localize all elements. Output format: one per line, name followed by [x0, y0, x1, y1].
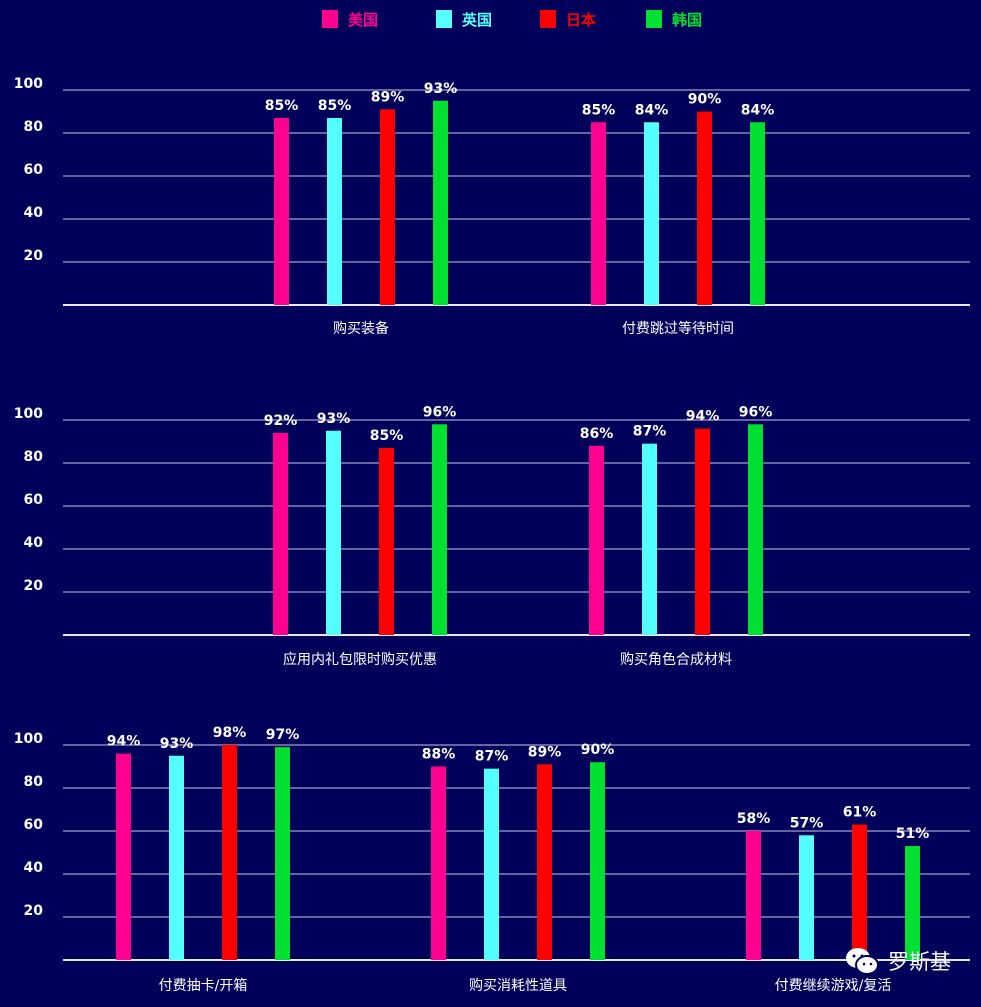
y-tick-label: 60	[24, 492, 44, 508]
data-label: 89%	[528, 744, 562, 760]
bar	[697, 111, 712, 305]
data-label: 87%	[475, 749, 509, 765]
legend-label-us: 美国	[348, 10, 379, 29]
bar	[589, 445, 604, 635]
category-label: 应用内礼包限时购买优惠	[283, 651, 437, 668]
data-label: 85%	[318, 98, 352, 114]
data-label: 85%	[370, 428, 404, 444]
bar	[327, 117, 342, 305]
category-label: 付费继续游戏/复活	[775, 977, 892, 994]
y-tick-label: 40	[24, 205, 44, 221]
data-label: 93%	[160, 736, 194, 752]
legend-swatch-us	[322, 10, 338, 28]
y-tick-label: 40	[24, 535, 44, 551]
bar	[433, 100, 448, 305]
bar	[380, 109, 395, 305]
legend-swatch-jp	[540, 10, 556, 28]
data-label: 96%	[423, 404, 457, 420]
bar	[273, 432, 288, 635]
bar	[169, 755, 184, 960]
data-label: 93%	[424, 81, 458, 97]
data-label: 90%	[688, 92, 722, 108]
data-label: 87%	[633, 424, 667, 440]
data-label: 58%	[737, 811, 771, 827]
bar	[590, 762, 605, 960]
legend-swatch-uk	[436, 10, 452, 28]
legend-label-jp: 日本	[566, 10, 597, 29]
bar	[537, 764, 552, 960]
y-tick-label: 20	[24, 248, 44, 264]
bar	[275, 747, 290, 960]
legend-label-kr: 韩国	[672, 10, 703, 29]
data-label: 92%	[264, 413, 298, 429]
chart-panel-1: 20 40 60 80 100 85% 85% 89% 93% 购买装备 85% 84% 90% 84% 付…	[14, 76, 970, 337]
category-label: 付费跳过等待时间	[622, 320, 734, 337]
wechat-icon	[846, 948, 879, 975]
legend-item-kr[interactable]: 韩国	[646, 8, 702, 30]
data-label: 94%	[686, 409, 720, 425]
y-tick-label: 20	[24, 578, 44, 594]
y-tick-label: 100	[14, 76, 43, 92]
y-tick-label: 80	[24, 119, 44, 135]
bar	[432, 424, 447, 635]
y-tick-label: 100	[14, 731, 43, 747]
data-label: 51%	[896, 826, 930, 842]
bar	[644, 122, 659, 305]
data-label: 84%	[635, 102, 669, 118]
y-tick-label: 60	[24, 162, 44, 178]
y-tick-label: 20	[24, 903, 44, 919]
legend-label-uk: 英国	[462, 10, 493, 29]
data-label: 61%	[843, 805, 877, 821]
legend-item-us[interactable]: 美国	[322, 8, 378, 30]
data-label: 85%	[582, 102, 616, 118]
bar	[905, 846, 920, 960]
watermark: 罗斯基	[844, 946, 951, 976]
bar	[695, 428, 710, 635]
bar	[799, 835, 814, 960]
bar	[591, 122, 606, 305]
category-label: 付费抽卡/开箱	[159, 978, 248, 994]
legend-swatch-kr	[646, 10, 662, 28]
chart-panel-2: 20 40 60 80 100 92% 93% 85% 96% 应用内礼包限时购买优惠 86% 87%…	[14, 404, 970, 668]
bar	[484, 768, 499, 960]
bar	[431, 766, 446, 960]
data-label: 89%	[371, 89, 405, 105]
y-tick-label: 40	[24, 860, 44, 876]
bar	[274, 117, 289, 305]
bar	[222, 745, 237, 960]
data-label: 93%	[317, 411, 351, 427]
bar	[852, 824, 867, 960]
y-tick-label: 80	[24, 449, 44, 465]
chart-panel-3: 20 40 60 80 100 94% 93% 98% 97% 付费抽卡/开箱 88% 87% 89% 9…	[14, 725, 970, 994]
y-tick-label: 100	[14, 406, 43, 422]
legend-item-uk[interactable]: 英国	[436, 8, 492, 30]
data-label: 84%	[741, 102, 775, 118]
category-label: 购买消耗性道具	[469, 978, 567, 994]
bar	[116, 753, 131, 960]
data-label: 85%	[265, 98, 299, 114]
data-label: 96%	[739, 404, 773, 420]
y-tick-label: 80	[24, 774, 44, 790]
bar	[750, 122, 765, 305]
data-label: 98%	[213, 725, 247, 741]
data-label: 86%	[580, 426, 614, 442]
bar	[326, 430, 341, 635]
bar	[379, 447, 394, 635]
y-tick-label: 60	[24, 817, 44, 833]
category-label: 购买角色合成材料	[620, 651, 732, 668]
category-label: 购买装备	[333, 320, 389, 337]
data-label: 88%	[422, 747, 456, 763]
watermark-text: 罗斯基	[888, 950, 951, 974]
data-label: 97%	[266, 727, 300, 743]
bar	[642, 443, 657, 635]
data-label: 57%	[790, 815, 824, 831]
bar	[746, 831, 761, 960]
bar	[748, 424, 763, 635]
data-label: 94%	[107, 734, 141, 750]
data-label: 90%	[581, 742, 615, 758]
legend-item-jp[interactable]: 日本	[540, 8, 596, 30]
